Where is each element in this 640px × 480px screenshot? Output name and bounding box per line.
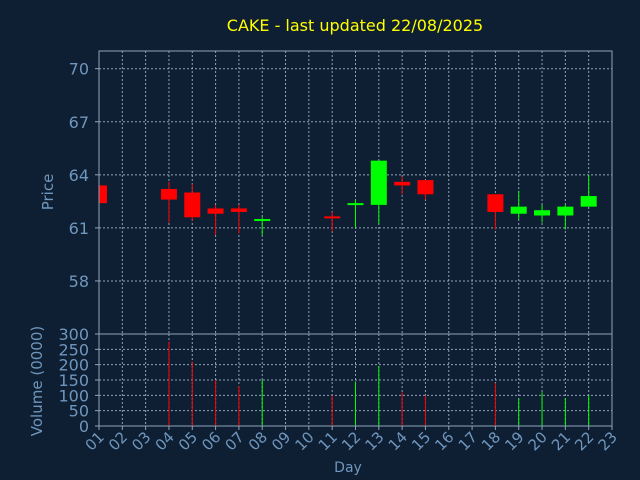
candle-body bbox=[184, 192, 201, 218]
candle-body bbox=[254, 219, 271, 222]
x-axis-label: Day bbox=[334, 460, 362, 476]
volume-tick-label: 250 bbox=[58, 340, 89, 359]
volume-tick-label: 100 bbox=[58, 386, 89, 405]
candle-body bbox=[207, 208, 224, 214]
candle-body bbox=[347, 203, 364, 206]
volume-panel-frame bbox=[98, 333, 613, 427]
candle-body bbox=[487, 194, 504, 212]
candle-body bbox=[557, 206, 574, 216]
volume-axis-label: Volume (0000) bbox=[28, 326, 46, 436]
candle-body bbox=[324, 216, 341, 219]
price-axis-label: Price bbox=[39, 174, 57, 211]
candle-body bbox=[370, 160, 387, 205]
candle-body bbox=[160, 188, 177, 200]
price-axis: 58 61 64 67 70 bbox=[69, 60, 99, 291]
volume-tick-label: 300 bbox=[58, 325, 89, 344]
x-axis: 0102030405060708091011121314151617181920… bbox=[82, 426, 621, 454]
candle-body bbox=[534, 210, 551, 216]
candle-body bbox=[99, 185, 107, 204]
candle-body bbox=[510, 206, 527, 214]
candles bbox=[98, 160, 597, 235]
price-tick-label: 64 bbox=[69, 166, 89, 185]
price-tick-label: 67 bbox=[69, 113, 89, 132]
volume-tick-label: 150 bbox=[58, 371, 89, 390]
candle-body bbox=[580, 196, 597, 207]
volume-tick-label: 200 bbox=[58, 356, 89, 375]
candle-body bbox=[417, 180, 434, 195]
volume-tick-label: 0 bbox=[79, 417, 89, 436]
candle-body bbox=[394, 181, 411, 186]
price-tick-label: 70 bbox=[69, 60, 89, 79]
chart-title: CAKE - last updated 22/08/2025 bbox=[227, 16, 483, 35]
volume-tick-label: 50 bbox=[69, 402, 89, 421]
candle-body bbox=[230, 208, 247, 212]
volume-bars bbox=[168, 341, 590, 426]
price-tick-label: 61 bbox=[69, 219, 89, 238]
price-tick-label: 58 bbox=[69, 272, 89, 291]
